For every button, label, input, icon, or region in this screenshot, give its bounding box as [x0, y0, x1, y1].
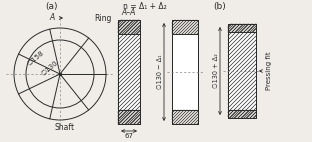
Text: Shaft: Shaft: [55, 123, 75, 132]
Bar: [172, 20, 198, 124]
Text: (a): (a): [46, 2, 58, 11]
Bar: [228, 24, 256, 32]
Text: 67: 67: [124, 133, 134, 139]
Text: (b): (b): [214, 2, 227, 11]
Bar: [228, 110, 256, 118]
Bar: [228, 24, 256, 118]
Text: Ring: Ring: [94, 14, 111, 23]
Bar: [118, 20, 140, 124]
Bar: [172, 20, 198, 124]
Text: A: A: [49, 13, 55, 22]
Text: ∅158: ∅158: [27, 49, 46, 67]
Text: A–A: A–A: [122, 8, 136, 17]
Bar: [228, 24, 256, 118]
Bar: [118, 20, 140, 34]
Bar: [118, 20, 140, 124]
Text: Pressing fit: Pressing fit: [266, 52, 272, 90]
Bar: [172, 110, 198, 124]
Text: ∅130 + Δ₂: ∅130 + Δ₂: [213, 54, 219, 88]
Text: n = Δ₁ + Δ₂: n = Δ₁ + Δ₂: [123, 2, 167, 11]
Text: ∅130 − Δ₁: ∅130 − Δ₁: [157, 55, 163, 89]
Bar: [118, 110, 140, 124]
Text: ∅130: ∅130: [41, 59, 60, 77]
Bar: [172, 20, 198, 34]
